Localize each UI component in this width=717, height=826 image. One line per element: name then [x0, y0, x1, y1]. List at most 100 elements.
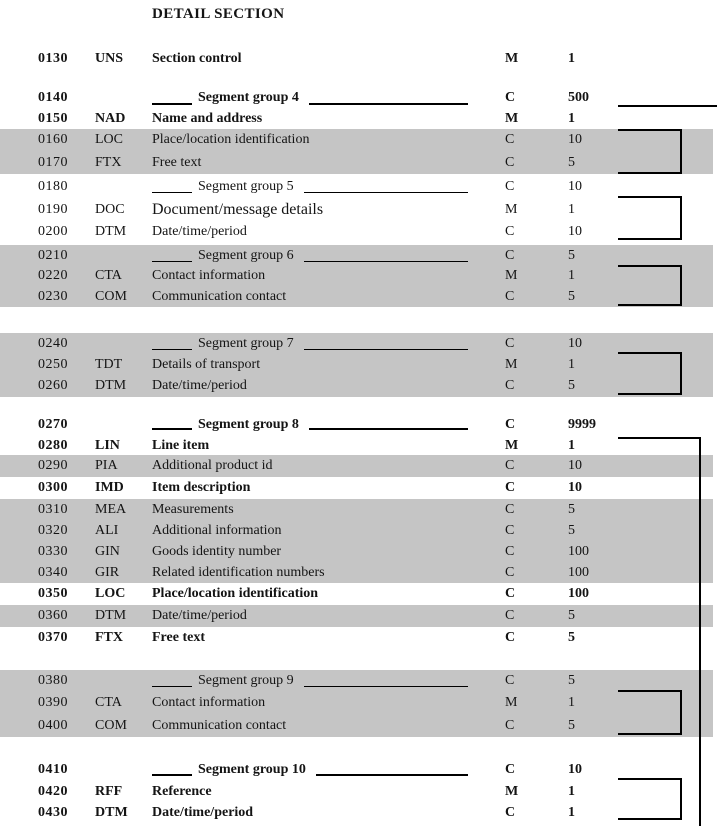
status-value: C — [505, 458, 515, 473]
status-value: M — [505, 357, 518, 372]
segment-description: Measurements — [152, 502, 234, 517]
row-position: 0410 — [38, 762, 68, 777]
table-row: 0160 LOC Place/location identification C 10 — [0, 129, 713, 151]
repetition-value: 5 — [568, 673, 575, 688]
segment-tag: PIA — [95, 458, 118, 473]
group-leading-rule — [152, 245, 192, 262]
status-value: C — [505, 805, 516, 820]
table-row: 0250 TDT Details of transport M 1 — [0, 355, 713, 375]
segment-description: Date/time/period — [152, 805, 254, 820]
segment-group-label: Segment group 7 — [198, 336, 294, 351]
repetition-value: 10 — [568, 132, 582, 147]
row-position: 0130 — [38, 51, 68, 66]
status-value: C — [505, 673, 515, 688]
group-trailing-rule — [303, 245, 468, 262]
segment-tag: COM — [95, 718, 127, 733]
segment-tag: CTA — [95, 695, 122, 710]
repetition-value: 10 — [568, 179, 582, 194]
status-value: C — [505, 417, 516, 432]
segment-description: Date/time/period — [152, 224, 247, 239]
table-row: 0170 FTX Free text C 5 — [0, 151, 713, 174]
segment-description: Contact information — [152, 695, 266, 710]
status-value: C — [505, 155, 515, 170]
status-value: M — [505, 695, 518, 710]
segment-description: Reference — [152, 784, 212, 799]
segment-tag: COM — [95, 289, 127, 304]
status-value: C — [505, 608, 515, 623]
segment-tag: MEA — [95, 502, 127, 517]
status-value: C — [505, 718, 515, 733]
repetition-value: 10 — [568, 336, 582, 351]
table-row: 0220 CTA Contact information M 1 — [0, 266, 713, 286]
segment-group-label: Segment group 8 — [198, 417, 299, 432]
status-value: M — [505, 438, 519, 453]
group-trailing-rule — [303, 333, 468, 350]
repetition-value: 10 — [568, 224, 582, 239]
repetition-value: 100 — [568, 544, 589, 559]
group-trailing-rule — [315, 758, 468, 776]
row-position: 0260 — [38, 378, 68, 393]
segment-tag: UNS — [95, 51, 124, 66]
segment-tag: LOC — [95, 586, 126, 601]
status-value: C — [505, 544, 515, 559]
segment-tag: DTM — [95, 224, 127, 239]
segment-description: Name and address — [152, 111, 263, 126]
group8-span-bracket — [618, 437, 701, 826]
segment-description: Contact information — [152, 268, 266, 283]
segment-group-heading: Segment group 10 — [152, 758, 468, 781]
row-position: 0290 — [38, 458, 68, 473]
status-value: C — [505, 523, 515, 538]
repetition-value: 10 — [568, 480, 582, 495]
segment-description: Goods identity number — [152, 544, 282, 559]
segment-group-label: Segment group 9 — [198, 673, 294, 688]
table-row: 0130 UNS Section control M 1 — [0, 48, 713, 69]
group-trailing-rule — [303, 670, 468, 687]
table-row: 0420 RFF Reference M 1 — [0, 781, 713, 802]
segment-tag: DOC — [95, 202, 125, 217]
repetition-value: 1 — [568, 51, 575, 66]
repetition-value: 5 — [568, 718, 575, 733]
row-position: 0420 — [38, 784, 68, 799]
table-row: 0290 PIA Additional product id C 10 — [0, 455, 713, 477]
segment-description: Line item — [152, 438, 210, 453]
page-title: DETAIL SECTION — [152, 6, 285, 22]
group-leading-rule — [152, 412, 192, 430]
table-row: 0380 Segment group 9 C 5 — [0, 670, 713, 692]
row-position: 0390 — [38, 695, 68, 710]
group6-members-bracket — [618, 265, 682, 306]
status-value: C — [505, 502, 515, 517]
repetition-value: 9999 — [568, 417, 596, 432]
group4-members-bracket — [618, 129, 682, 174]
segment-description: Section control — [152, 51, 242, 66]
segment-tag: LOC — [95, 132, 123, 147]
table-row: 0430 DTM Date/time/period C 1 — [0, 802, 713, 823]
row-position: 0280 — [38, 438, 68, 453]
table-row: 0370 FTX Free text C 5 — [0, 627, 713, 648]
status-value: M — [505, 784, 519, 799]
table-row: 0350 LOC Place/location identification C 100 — [0, 583, 713, 605]
repetition-value: 5 — [568, 608, 575, 623]
repetition-value: 1 — [568, 695, 575, 710]
table-row: 0300 IMD Item description C 10 — [0, 477, 713, 499]
row-position: 0360 — [38, 608, 68, 623]
segment-description: Free text — [152, 630, 205, 645]
row-position: 0160 — [38, 132, 68, 147]
segment-tag: NAD — [95, 111, 126, 126]
segment-group-heading: Segment group 8 — [152, 412, 468, 437]
table-row: 0400 COM Communication contact C 5 — [0, 714, 713, 737]
status-value: C — [505, 289, 515, 304]
table-row: 0180 Segment group 5 C 10 — [0, 176, 713, 197]
table-row: 0340 GIR Related identification numbers C 10… — [0, 562, 713, 583]
status-value: C — [505, 378, 515, 393]
repetition-value: 1 — [568, 805, 575, 820]
row-position: 0210 — [38, 248, 68, 263]
segment-tag: IMD — [95, 480, 124, 495]
row-position: 0250 — [38, 357, 68, 372]
row-position: 0270 — [38, 417, 68, 432]
row-position: 0190 — [38, 202, 68, 217]
repetition-value: 10 — [568, 458, 582, 473]
segment-tag: DTM — [95, 378, 127, 393]
segment-group-heading: Segment group 5 — [152, 176, 468, 197]
repetition-value: 5 — [568, 378, 575, 393]
segment-description: Additional information — [152, 523, 282, 538]
